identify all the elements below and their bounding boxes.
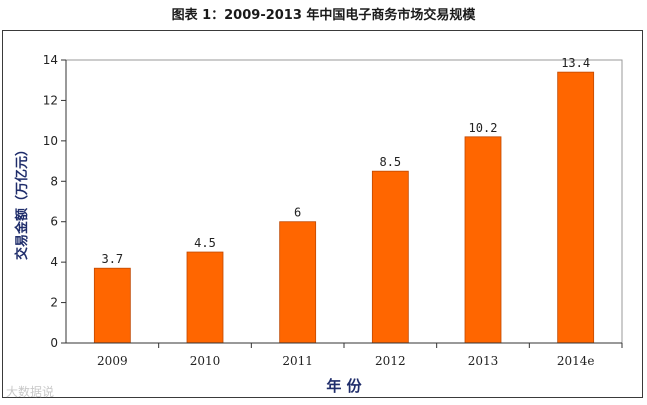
- data-label-2011: 6: [294, 206, 301, 220]
- bar-2012: [371, 170, 409, 344]
- bar-2013: [464, 136, 502, 344]
- bar-2010: [186, 251, 224, 344]
- plot-area-border: [65, 59, 623, 344]
- y-tick-label: 4: [50, 255, 58, 269]
- y-tick-label: 12: [43, 93, 58, 107]
- data-label-2013: 10.2: [469, 121, 498, 135]
- page-title: 图表 1：2009-2013 年中国电子商务市场交易规模: [171, 8, 476, 23]
- data-label-2014e: 13.4: [561, 56, 590, 70]
- data-label-2009: 3.7: [101, 252, 123, 266]
- y-tick-label: 2: [50, 296, 58, 310]
- x-tick-label-2009: 2009: [97, 354, 128, 368]
- x-tick-label-2013: 2013: [468, 354, 499, 368]
- bar-2014e: [557, 71, 595, 344]
- x-tick-label-2014e: 2014e: [557, 354, 595, 368]
- data-label-2010: 4.5: [194, 236, 216, 250]
- data-label-2012: 8.5: [379, 155, 401, 169]
- y-tick-label: 8: [50, 174, 58, 188]
- x-tick-label-2012: 2012: [375, 354, 406, 368]
- bar-2009: [93, 267, 131, 344]
- x-axis-title: 年 份: [326, 377, 362, 395]
- y-tick-label: 14: [43, 53, 58, 67]
- watermark-text: 大数据说: [6, 385, 55, 399]
- x-tick-label-2010: 2010: [190, 354, 221, 368]
- y-tick-label: 10: [43, 134, 58, 148]
- y-axis-title: 交易金额（万亿元）: [14, 143, 30, 260]
- y-tick-label: 0: [50, 336, 58, 350]
- x-tick-label-2011: 2011: [282, 354, 313, 368]
- y-tick-label: 6: [50, 215, 58, 229]
- bar-2011: [279, 221, 317, 344]
